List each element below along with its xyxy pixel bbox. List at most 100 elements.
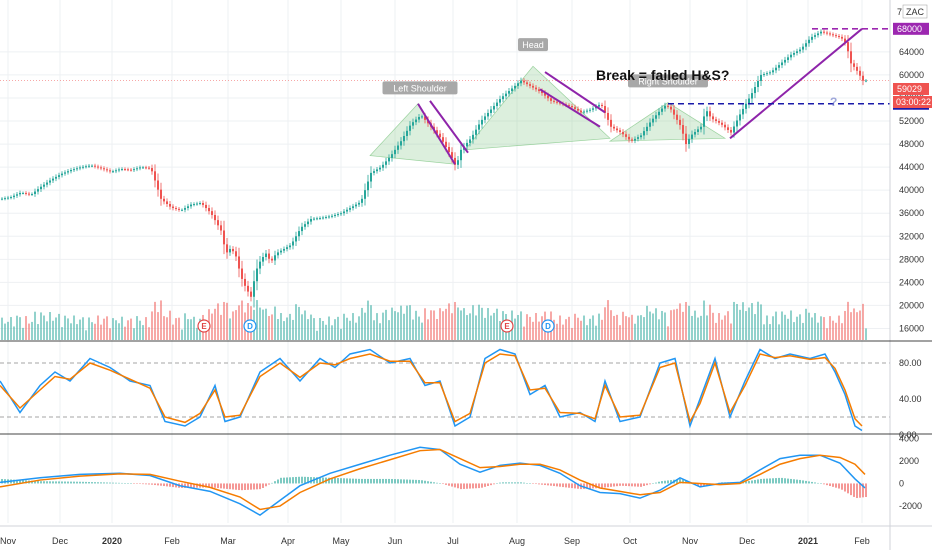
- x-tick-label: Feb: [164, 536, 180, 546]
- volume-bar: [730, 323, 732, 340]
- volume-bar: [139, 320, 141, 340]
- macd-histogram-bar: [631, 483, 633, 487]
- volume-bar: [46, 321, 48, 340]
- candle-body: [664, 105, 666, 109]
- volume-bar: [424, 308, 426, 340]
- volume-bar: [127, 320, 129, 340]
- candle-body: [70, 170, 72, 172]
- price-tick-label: 28000: [899, 254, 924, 264]
- candle-body: [511, 88, 513, 92]
- volume-bar: [292, 319, 294, 340]
- pattern-label: Right Shoulder: [638, 76, 698, 86]
- candle-body: [445, 141, 447, 147]
- macd-histogram-bar: [136, 483, 138, 484]
- macd-histogram-bar: [796, 479, 798, 484]
- candle-body: [541, 91, 543, 94]
- volume-bar: [433, 310, 435, 340]
- macd-histogram-bar: [574, 483, 576, 489]
- candle-body: [205, 204, 207, 209]
- candle-body: [322, 217, 324, 219]
- event-marker: [197, 319, 211, 333]
- macd-tick-label: -2000: [899, 501, 922, 511]
- macd-histogram-bar: [265, 483, 267, 487]
- macd-histogram-bar: [448, 483, 450, 486]
- candle-body: [208, 208, 210, 212]
- volume-bar: [31, 321, 33, 340]
- macd-histogram-bar: [826, 483, 828, 486]
- candle-body: [121, 168, 123, 170]
- candle-body: [382, 164, 384, 168]
- volume-bar: [241, 300, 243, 340]
- volume-bar: [532, 321, 534, 340]
- macd-histogram-bar: [856, 483, 858, 499]
- volume-bar: [685, 301, 687, 340]
- macd-histogram-bar: [760, 478, 762, 484]
- symbol-badge[interactable]: ZAC: [902, 4, 928, 19]
- macd-histogram-bar: [22, 480, 24, 484]
- candle-body: [352, 206, 354, 209]
- macd-histogram-bar: [172, 483, 174, 488]
- macd-histogram-bar: [676, 479, 678, 484]
- macd-histogram-bar: [211, 483, 213, 488]
- volume-bar: [340, 328, 342, 340]
- volume-bar: [865, 328, 867, 340]
- candle-body: [844, 38, 846, 43]
- volume-bar: [85, 330, 87, 340]
- macd-histogram-bar: [373, 478, 375, 484]
- volume-bar: [724, 315, 726, 340]
- candle-body: [838, 36, 840, 38]
- macd-histogram-bar: [184, 483, 186, 488]
- macd-histogram-bar: [58, 481, 60, 484]
- macd-histogram-bar: [52, 481, 54, 484]
- macd-histogram-bar: [343, 478, 345, 484]
- candle-body: [103, 168, 105, 170]
- macd-histogram-bar: [148, 483, 150, 485]
- macd-histogram-bar: [412, 479, 414, 484]
- candle-body: [397, 145, 399, 150]
- macd-histogram-bar: [472, 483, 474, 489]
- macd-histogram-bar: [16, 479, 18, 484]
- macd-histogram-bar: [88, 481, 90, 484]
- candle-body: [274, 255, 276, 261]
- macd-histogram-bar: [670, 480, 672, 484]
- volume-bar: [565, 319, 567, 340]
- candle-body: [319, 217, 321, 219]
- x-tick-label: Apr: [281, 536, 295, 546]
- volume-bar: [748, 307, 750, 340]
- candle-body: [742, 108, 744, 115]
- candle-body: [421, 116, 423, 118]
- volume-bar: [361, 307, 363, 340]
- macd-histogram-bar: [625, 483, 627, 486]
- volume-bar: [337, 316, 339, 340]
- candle-body: [247, 285, 249, 292]
- x-tick-label: Oct: [623, 536, 638, 546]
- volume-bar: [634, 323, 636, 340]
- price-tick-label: 40000: [899, 185, 924, 195]
- macd-histogram-bar: [409, 479, 411, 484]
- candle-body: [802, 46, 804, 50]
- volume-bar: [745, 311, 747, 340]
- volume-bar: [721, 319, 723, 340]
- candle-body: [109, 170, 111, 172]
- macd-histogram-bar: [70, 481, 72, 484]
- volume-bar: [583, 315, 585, 340]
- macd-histogram-bar: [85, 481, 87, 484]
- volume-bar: [124, 326, 126, 340]
- candle-body: [691, 134, 693, 139]
- macd-histogram-bar: [418, 479, 420, 484]
- x-tick-label: Dec: [52, 536, 69, 546]
- macd-histogram-bar: [511, 482, 513, 484]
- macd-histogram-bar: [64, 481, 66, 484]
- volume-bar: [601, 319, 603, 340]
- macd-histogram-bar: [235, 483, 237, 490]
- volume-bar: [358, 316, 360, 340]
- candle-body: [436, 130, 438, 134]
- volume-bar: [643, 317, 645, 340]
- macd-histogram-bar: [814, 482, 816, 484]
- macd-histogram-bar: [268, 483, 270, 485]
- macd-histogram-bar: [259, 483, 261, 490]
- macd-histogram-bar: [301, 476, 303, 484]
- candle-body: [673, 109, 675, 115]
- candle-body: [703, 116, 705, 127]
